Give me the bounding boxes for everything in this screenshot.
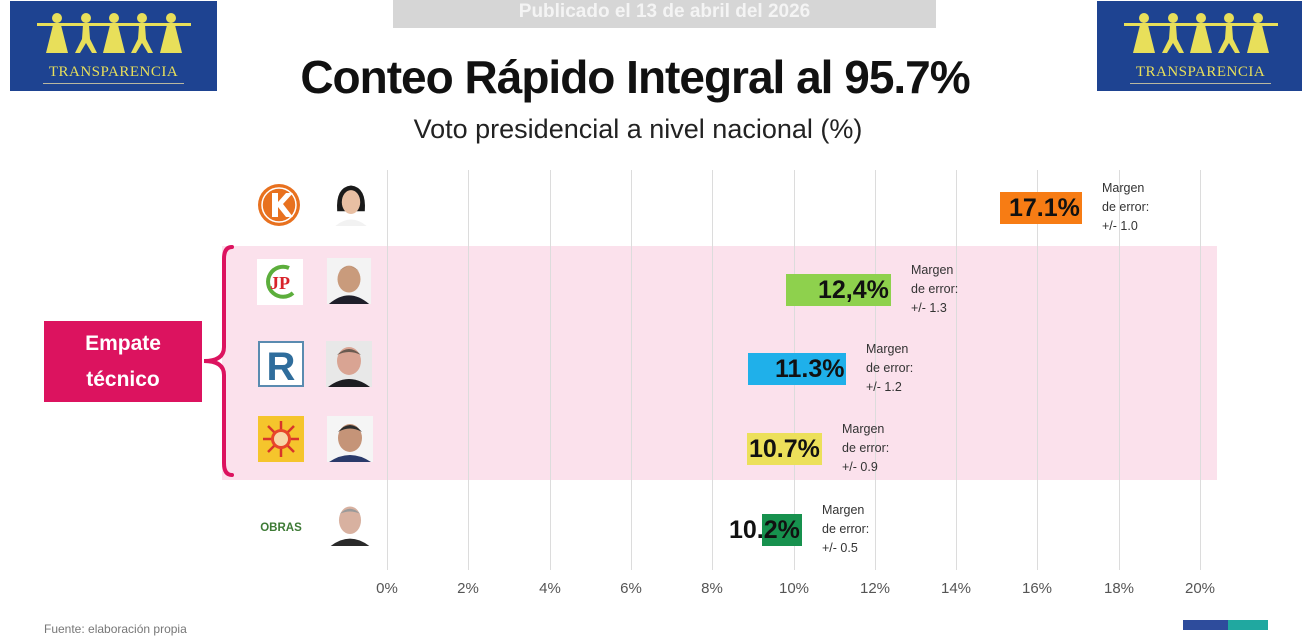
- published-date: Publicado el 13 de abril del 2026: [518, 1, 811, 22]
- source-note: Fuente: elaboración propia: [44, 622, 187, 636]
- bar-juntos-por-el-peru: [786, 274, 891, 306]
- candidate-photo-2: [326, 258, 372, 304]
- gridline: [712, 170, 713, 570]
- renovacion-popular-r-icon: R: [258, 341, 304, 387]
- x-tick-label: 2%: [457, 580, 479, 597]
- margin-line: +/- 0.9: [842, 460, 878, 474]
- x-tick-label: 10%: [778, 580, 810, 597]
- gridline: [956, 170, 957, 570]
- x-tick-label: 16%: [1021, 580, 1053, 597]
- margin-line: +/- 1.0: [1102, 219, 1138, 233]
- bar-value-label: 10.2%: [729, 516, 800, 544]
- bar-partido-sol: [747, 433, 822, 465]
- margin-line: Margen: [822, 503, 865, 517]
- candidate-photo-3: [326, 341, 372, 387]
- juntos-por-el-peru-jp-icon: JP: [257, 259, 303, 305]
- transparencia-logo-right: TRANSPARENCIA: [1097, 1, 1302, 91]
- candidate-photo-4: [327, 416, 373, 462]
- gridline: [387, 170, 388, 570]
- gridline: [1037, 170, 1038, 570]
- people-figures-icon: [37, 13, 191, 53]
- logo-text: TRANSPARENCIA: [1135, 64, 1266, 80]
- logo-underline: [43, 83, 184, 84]
- x-tick-label: 4%: [539, 580, 561, 597]
- margin-of-error: Margen de error: +/- 1.0: [1102, 179, 1149, 236]
- logo-text: TRANSPARENCIA: [48, 64, 179, 80]
- technical-tie-label: Empate técnico: [44, 321, 202, 402]
- margin-line: Margen: [866, 342, 909, 356]
- x-tick-label: 14%: [940, 580, 972, 597]
- svg-text:JP: JP: [270, 273, 290, 293]
- sun-party-icon: [258, 416, 304, 462]
- fuerza-popular-k-icon: [258, 184, 300, 226]
- margin-line: Margen: [911, 263, 954, 277]
- svg-text:OBRAS: OBRAS: [260, 522, 302, 534]
- margin-line: de error:: [842, 441, 890, 455]
- x-tick-label: 6%: [620, 580, 642, 597]
- people-figures-icon: [1124, 13, 1278, 53]
- margin-line: de error:: [911, 282, 959, 296]
- x-tick-label: 18%: [1103, 580, 1135, 597]
- margin-of-error: Margen de error: +/- 0.5: [822, 501, 869, 558]
- margin-line: de error:: [822, 522, 870, 536]
- margin-line: +/- 1.3: [911, 301, 947, 315]
- gridline: [631, 170, 632, 570]
- gridline: [550, 170, 551, 570]
- corner-brand-icon: [1183, 620, 1268, 630]
- tie-label-line1: Empate: [85, 332, 161, 355]
- candidate-photo-1: [329, 180, 373, 226]
- bar-obras: [762, 514, 802, 546]
- chart-subtitle: Voto presidencial a nivel nacional (%): [413, 114, 863, 144]
- bar-value-label: 17.1%: [1009, 194, 1080, 222]
- transparencia-logo-left: TRANSPARENCIA: [10, 1, 217, 91]
- gridline: [1119, 170, 1120, 570]
- x-tick-label: 0%: [376, 580, 398, 597]
- logo-underline: [1130, 83, 1271, 84]
- bar-value-label: 11.3%: [775, 355, 845, 383]
- x-tick-label: 20%: [1184, 580, 1216, 597]
- bar-fuerza-popular: [1000, 192, 1082, 224]
- gridline: [875, 170, 876, 570]
- margin-line: +/- 1.2: [866, 380, 902, 394]
- obras-party-icon: OBRAS: [260, 522, 302, 534]
- bar-value-label: 12,4%: [818, 276, 889, 304]
- x-tick-label: 8%: [701, 580, 723, 597]
- margin-line: de error:: [1102, 200, 1150, 214]
- svg-text:R: R: [267, 345, 296, 387]
- margin-of-error: Margen de error: +/- 1.3: [911, 261, 958, 318]
- margin-line: de error:: [866, 361, 914, 375]
- margin-line: +/- 0.5: [822, 541, 858, 555]
- gridline: [1200, 170, 1201, 570]
- published-date-banner: Publicado el 13 de abril del 2026: [393, 0, 936, 28]
- gridline: [468, 170, 469, 570]
- margin-of-error: Margen de error: +/- 0.9: [842, 420, 889, 477]
- margin-of-error: Margen de error: +/- 1.2: [866, 340, 913, 397]
- tie-label-line2: técnico: [86, 368, 160, 391]
- chart-title: Conteo Rápido Integral al 95.7%: [300, 51, 970, 103]
- tie-brace-icon: [203, 245, 234, 477]
- margin-line: Margen: [842, 422, 885, 436]
- margin-line: Margen: [1102, 181, 1145, 195]
- x-tick-label: 12%: [859, 580, 891, 597]
- bar-value-label: 10.7%: [749, 435, 820, 463]
- bar-renovacion-popular: [748, 353, 846, 385]
- candidate-photo-5: [328, 500, 372, 546]
